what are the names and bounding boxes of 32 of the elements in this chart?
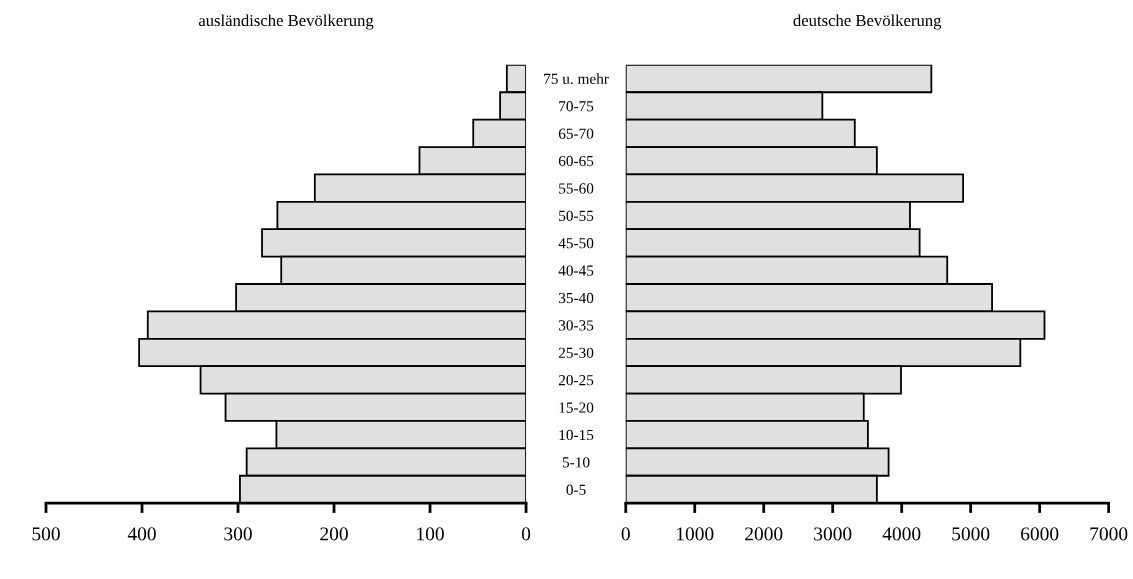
x-tick-label: 5000 xyxy=(952,527,990,541)
y-tick-label: 45-50 xyxy=(558,238,594,249)
x-tick-label: 6000 xyxy=(1021,527,1059,541)
x-tick-label: 300 xyxy=(224,527,252,541)
y-tick-label: 35-40 xyxy=(558,292,594,304)
x-tick-label: 500 xyxy=(32,527,60,541)
y-tick-label: 0-5 xyxy=(566,484,586,495)
y-tick-label: 5-10 xyxy=(562,457,590,468)
y-tick-label: 75 u. mehr xyxy=(544,73,609,85)
x-tick-label: 1000 xyxy=(677,527,714,541)
y-tick-label: 20-25 xyxy=(558,375,594,386)
y-tick-label: 55-60 xyxy=(559,183,594,194)
y-tick-label: 30-35 xyxy=(558,320,594,331)
y-tick-label: 65-70 xyxy=(558,128,594,139)
y-tick-label: 10-15 xyxy=(559,429,594,441)
y-tick-label: 60-65 xyxy=(558,155,594,167)
y-tick-label: 70-75 xyxy=(559,101,594,112)
x-tick-label: 3000 xyxy=(814,527,852,541)
x-tick-label: 4000 xyxy=(882,527,921,541)
y-tick-label: 15-20 xyxy=(559,402,594,413)
x-tick-label: 7000 xyxy=(1090,527,1128,541)
chart-title: deutsche Bevölkerung xyxy=(793,14,942,30)
y-tick-label: 40-45 xyxy=(558,265,594,276)
x-tick-label: 0 xyxy=(621,527,630,541)
y-tick-label: 50-55 xyxy=(559,210,594,221)
x-tick-label: 100 xyxy=(417,527,444,541)
x-tick-label: 2000 xyxy=(745,527,783,541)
x-tick-label: 400 xyxy=(127,527,156,541)
x-tick-label: 0 xyxy=(521,527,531,541)
x-tick-label: 200 xyxy=(320,527,348,541)
y-tick-label: 25-30 xyxy=(558,347,594,358)
chart-title: ausländische Bevölkerung xyxy=(198,14,374,30)
